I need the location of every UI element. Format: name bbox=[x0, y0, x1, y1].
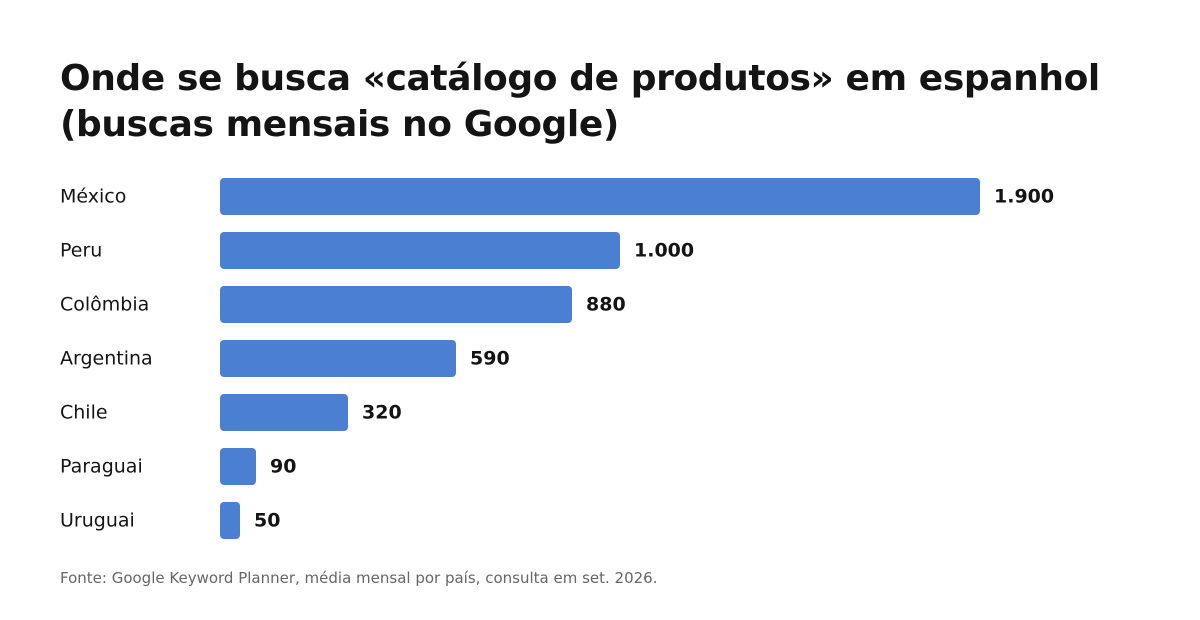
category-label: México bbox=[60, 186, 126, 208]
chart-title-line-1: Onde se busca «catálogo de produtos» em … bbox=[60, 58, 1100, 99]
category-label: Argentina bbox=[60, 348, 153, 370]
bar bbox=[220, 340, 456, 377]
bar bbox=[220, 394, 348, 431]
category-label: Uruguai bbox=[60, 510, 135, 532]
value-label: 880 bbox=[586, 294, 626, 316]
category-label: Paraguai bbox=[60, 456, 143, 478]
chart-title: Onde se busca «catálogo de produtos» em … bbox=[60, 56, 1160, 148]
value-label: 1.900 bbox=[994, 186, 1054, 208]
source-note: Fonte: Google Keyword Planner, média men… bbox=[60, 569, 658, 587]
category-label: Colômbia bbox=[60, 294, 149, 316]
bar bbox=[220, 448, 256, 485]
bar bbox=[220, 286, 572, 323]
bar bbox=[220, 178, 980, 215]
bar bbox=[220, 232, 620, 269]
value-label: 50 bbox=[254, 510, 280, 532]
value-label: 1.000 bbox=[634, 240, 694, 262]
value-label: 320 bbox=[362, 402, 402, 424]
bar bbox=[220, 502, 240, 539]
chart-title-line-2: (buscas mensais no Google) bbox=[60, 104, 619, 145]
value-label: 90 bbox=[270, 456, 296, 478]
value-label: 590 bbox=[470, 348, 510, 370]
category-label: Peru bbox=[60, 240, 102, 262]
category-label: Chile bbox=[60, 402, 108, 424]
